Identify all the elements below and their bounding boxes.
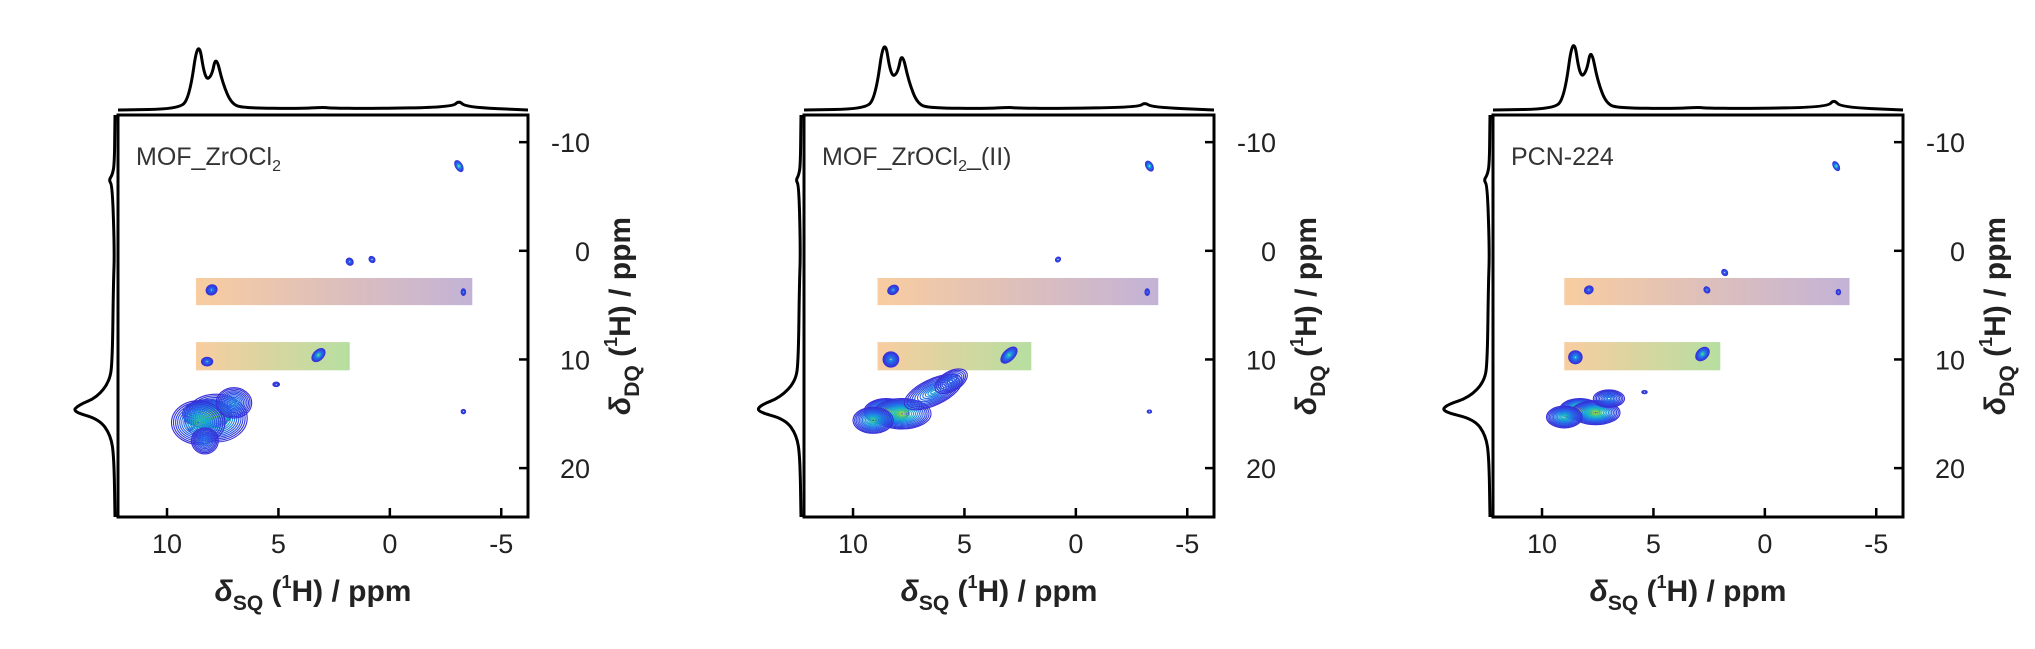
left-projection-trace	[1442, 114, 1492, 518]
x-tick-label: 10	[838, 529, 868, 559]
cross-peak-5	[190, 427, 219, 455]
x-tick-label: 10	[152, 529, 182, 559]
plot-area	[852, 160, 1159, 434]
x-tick-label: 0	[1757, 529, 1772, 559]
cross-peak-8	[1583, 285, 1594, 295]
cross-peak-5	[934, 368, 968, 395]
x-tick-label: 0	[1068, 529, 1083, 559]
y-tick-label: 0	[575, 237, 590, 267]
cross-peak-3	[852, 406, 894, 434]
x-tick-label: 5	[1646, 529, 1661, 559]
cross-peak-11	[368, 255, 376, 264]
cross-peak-4	[1592, 389, 1626, 408]
y-tick-label: 10	[1246, 345, 1276, 375]
y-axis-label: δDQ (1H) / ppm	[601, 217, 644, 415]
cross-peak-7	[1000, 346, 1018, 364]
y-tick-label: 0	[1950, 237, 1965, 267]
cross-peak-4	[215, 387, 253, 419]
panel-label: PCN-224	[1511, 143, 1614, 171]
x-axis-label: δSQ (1H) / ppm	[901, 572, 1098, 615]
x-tick-label: -5	[1864, 529, 1888, 559]
cross-peak-10	[1054, 256, 1062, 263]
cross-peak-9	[887, 284, 899, 296]
cross-peak-11	[1144, 288, 1150, 296]
x-tick-label: -5	[1175, 529, 1199, 559]
correlation-band-1	[195, 277, 473, 306]
top-projection-trace	[1492, 44, 1904, 112]
y-tick-label: -10	[551, 128, 590, 158]
y-tick-label: -10	[1237, 128, 1276, 158]
cross-peak-8	[200, 356, 214, 367]
correlation-band-2	[195, 342, 350, 371]
left-projection-trace	[756, 114, 803, 518]
y-tick-label: 20	[1246, 454, 1276, 484]
cross-peak-7	[1832, 161, 1841, 172]
y-axis-label: δDQ (1H) / ppm	[1976, 217, 2019, 415]
y-tick-label: 20	[1935, 454, 1965, 484]
panel-label: MOF_ZrOCl2_(II)	[822, 143, 1011, 175]
x-tick-label: 0	[382, 529, 397, 559]
panel-2: 10 5 0 -5 -10 0 10 20 MOF_ZrOCl2_(II) δSQ (1H) / …	[756, 45, 1330, 615]
x-tick-label: 5	[957, 529, 972, 559]
x-tick-label: 10	[1527, 529, 1557, 559]
y-tick-label: 10	[560, 345, 590, 375]
panel-label: MOF_ZrOCl2	[136, 143, 281, 175]
cross-peak-8	[1144, 160, 1154, 172]
plot-frame	[116, 113, 530, 519]
cross-peak-12	[1641, 389, 1648, 395]
x-axis-label: δSQ (1H) / ppm	[1590, 572, 1787, 615]
y-tick-label: 20	[560, 454, 590, 484]
cross-peak-13	[272, 381, 281, 388]
plot-area	[170, 160, 473, 455]
cross-peak-9	[1721, 268, 1729, 277]
left-projection-trace	[73, 114, 117, 518]
cross-peak-6	[1695, 346, 1710, 362]
y-tick-label: 0	[1261, 237, 1276, 267]
x-tick-label: 5	[271, 529, 286, 559]
y-axis-label: δDQ (1H) / ppm	[1287, 217, 1330, 415]
cross-peak-12	[460, 288, 467, 296]
correlation-band-2	[1564, 342, 1721, 371]
plot-frame	[1491, 113, 1905, 519]
cross-peak-9	[205, 284, 218, 296]
cross-peak-6	[454, 160, 464, 173]
panel-1: 10 5 0 -5 -10 0 10 20 MOF_ZrOCl2 δSQ (1H) / ppm δD…	[73, 47, 644, 615]
cross-peak-12	[1146, 409, 1153, 414]
cross-peak-10	[345, 257, 354, 266]
panel-3: 10 5 0 -5 -10 0 10 20 PCN-224 δSQ (1H) / ppm δDQ (…	[1442, 44, 2019, 615]
cross-peak-6	[882, 351, 900, 368]
top-projection-trace	[117, 47, 529, 112]
cross-peak-5	[1568, 350, 1583, 365]
top-projection-trace	[803, 45, 1215, 112]
cross-peak-3	[1545, 405, 1583, 429]
cross-peak-11	[1835, 288, 1842, 296]
x-tick-label: -5	[489, 529, 513, 559]
plot-frame	[802, 113, 1216, 519]
y-tick-label: 10	[1935, 345, 1965, 375]
y-tick-label: -10	[1926, 128, 1965, 158]
cross-peak-14	[460, 408, 467, 415]
cross-peak-10	[1703, 286, 1711, 294]
cross-peak-7	[311, 348, 326, 363]
correlation-band-1	[877, 277, 1159, 306]
plot-area	[1545, 161, 1850, 429]
x-axis-label: δSQ (1H) / ppm	[215, 572, 412, 615]
